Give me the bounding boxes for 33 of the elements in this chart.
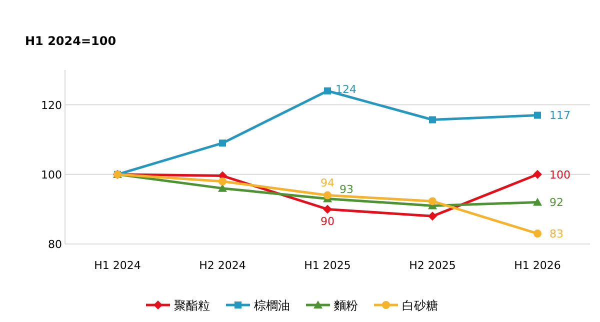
data-label: 83 bbox=[550, 228, 564, 241]
data-label: 100 bbox=[550, 168, 570, 182]
legend-label: 棕櫚油 bbox=[254, 298, 290, 312]
legend-label: 麵粉 bbox=[334, 298, 358, 312]
x-tick-label: H2 2024 bbox=[199, 259, 246, 272]
data-label: 117 bbox=[550, 109, 570, 122]
x-tick-label: H1 2026 bbox=[514, 259, 561, 272]
point bbox=[534, 112, 541, 119]
point bbox=[323, 204, 332, 214]
x-tick-label: H1 2024 bbox=[94, 259, 141, 272]
point bbox=[324, 191, 332, 200]
legend-label: 聚酯粒 bbox=[174, 298, 210, 312]
y-tick-label: 120 bbox=[41, 98, 62, 112]
data-label: 94 bbox=[320, 176, 334, 190]
y-tick-label: 100 bbox=[41, 168, 62, 182]
point bbox=[428, 212, 437, 221]
point bbox=[534, 230, 542, 238]
data-label: 92 bbox=[550, 196, 564, 210]
data-label: 93 bbox=[340, 182, 354, 196]
point bbox=[429, 116, 436, 124]
point bbox=[324, 87, 331, 94]
data-label: 124 bbox=[336, 82, 356, 96]
point bbox=[219, 140, 226, 147]
x-tick-label: H2 2025 bbox=[409, 259, 456, 272]
y-tick-label: 80 bbox=[48, 238, 62, 251]
point bbox=[533, 198, 542, 206]
point bbox=[428, 197, 436, 206]
point bbox=[218, 177, 226, 186]
legend-label: 白砂糖 bbox=[402, 298, 438, 312]
point bbox=[533, 170, 542, 179]
chart-title: H1 2024=100 bbox=[25, 34, 116, 48]
data-label: 90 bbox=[320, 215, 334, 228]
x-tick-label: H1 2025 bbox=[304, 259, 351, 272]
